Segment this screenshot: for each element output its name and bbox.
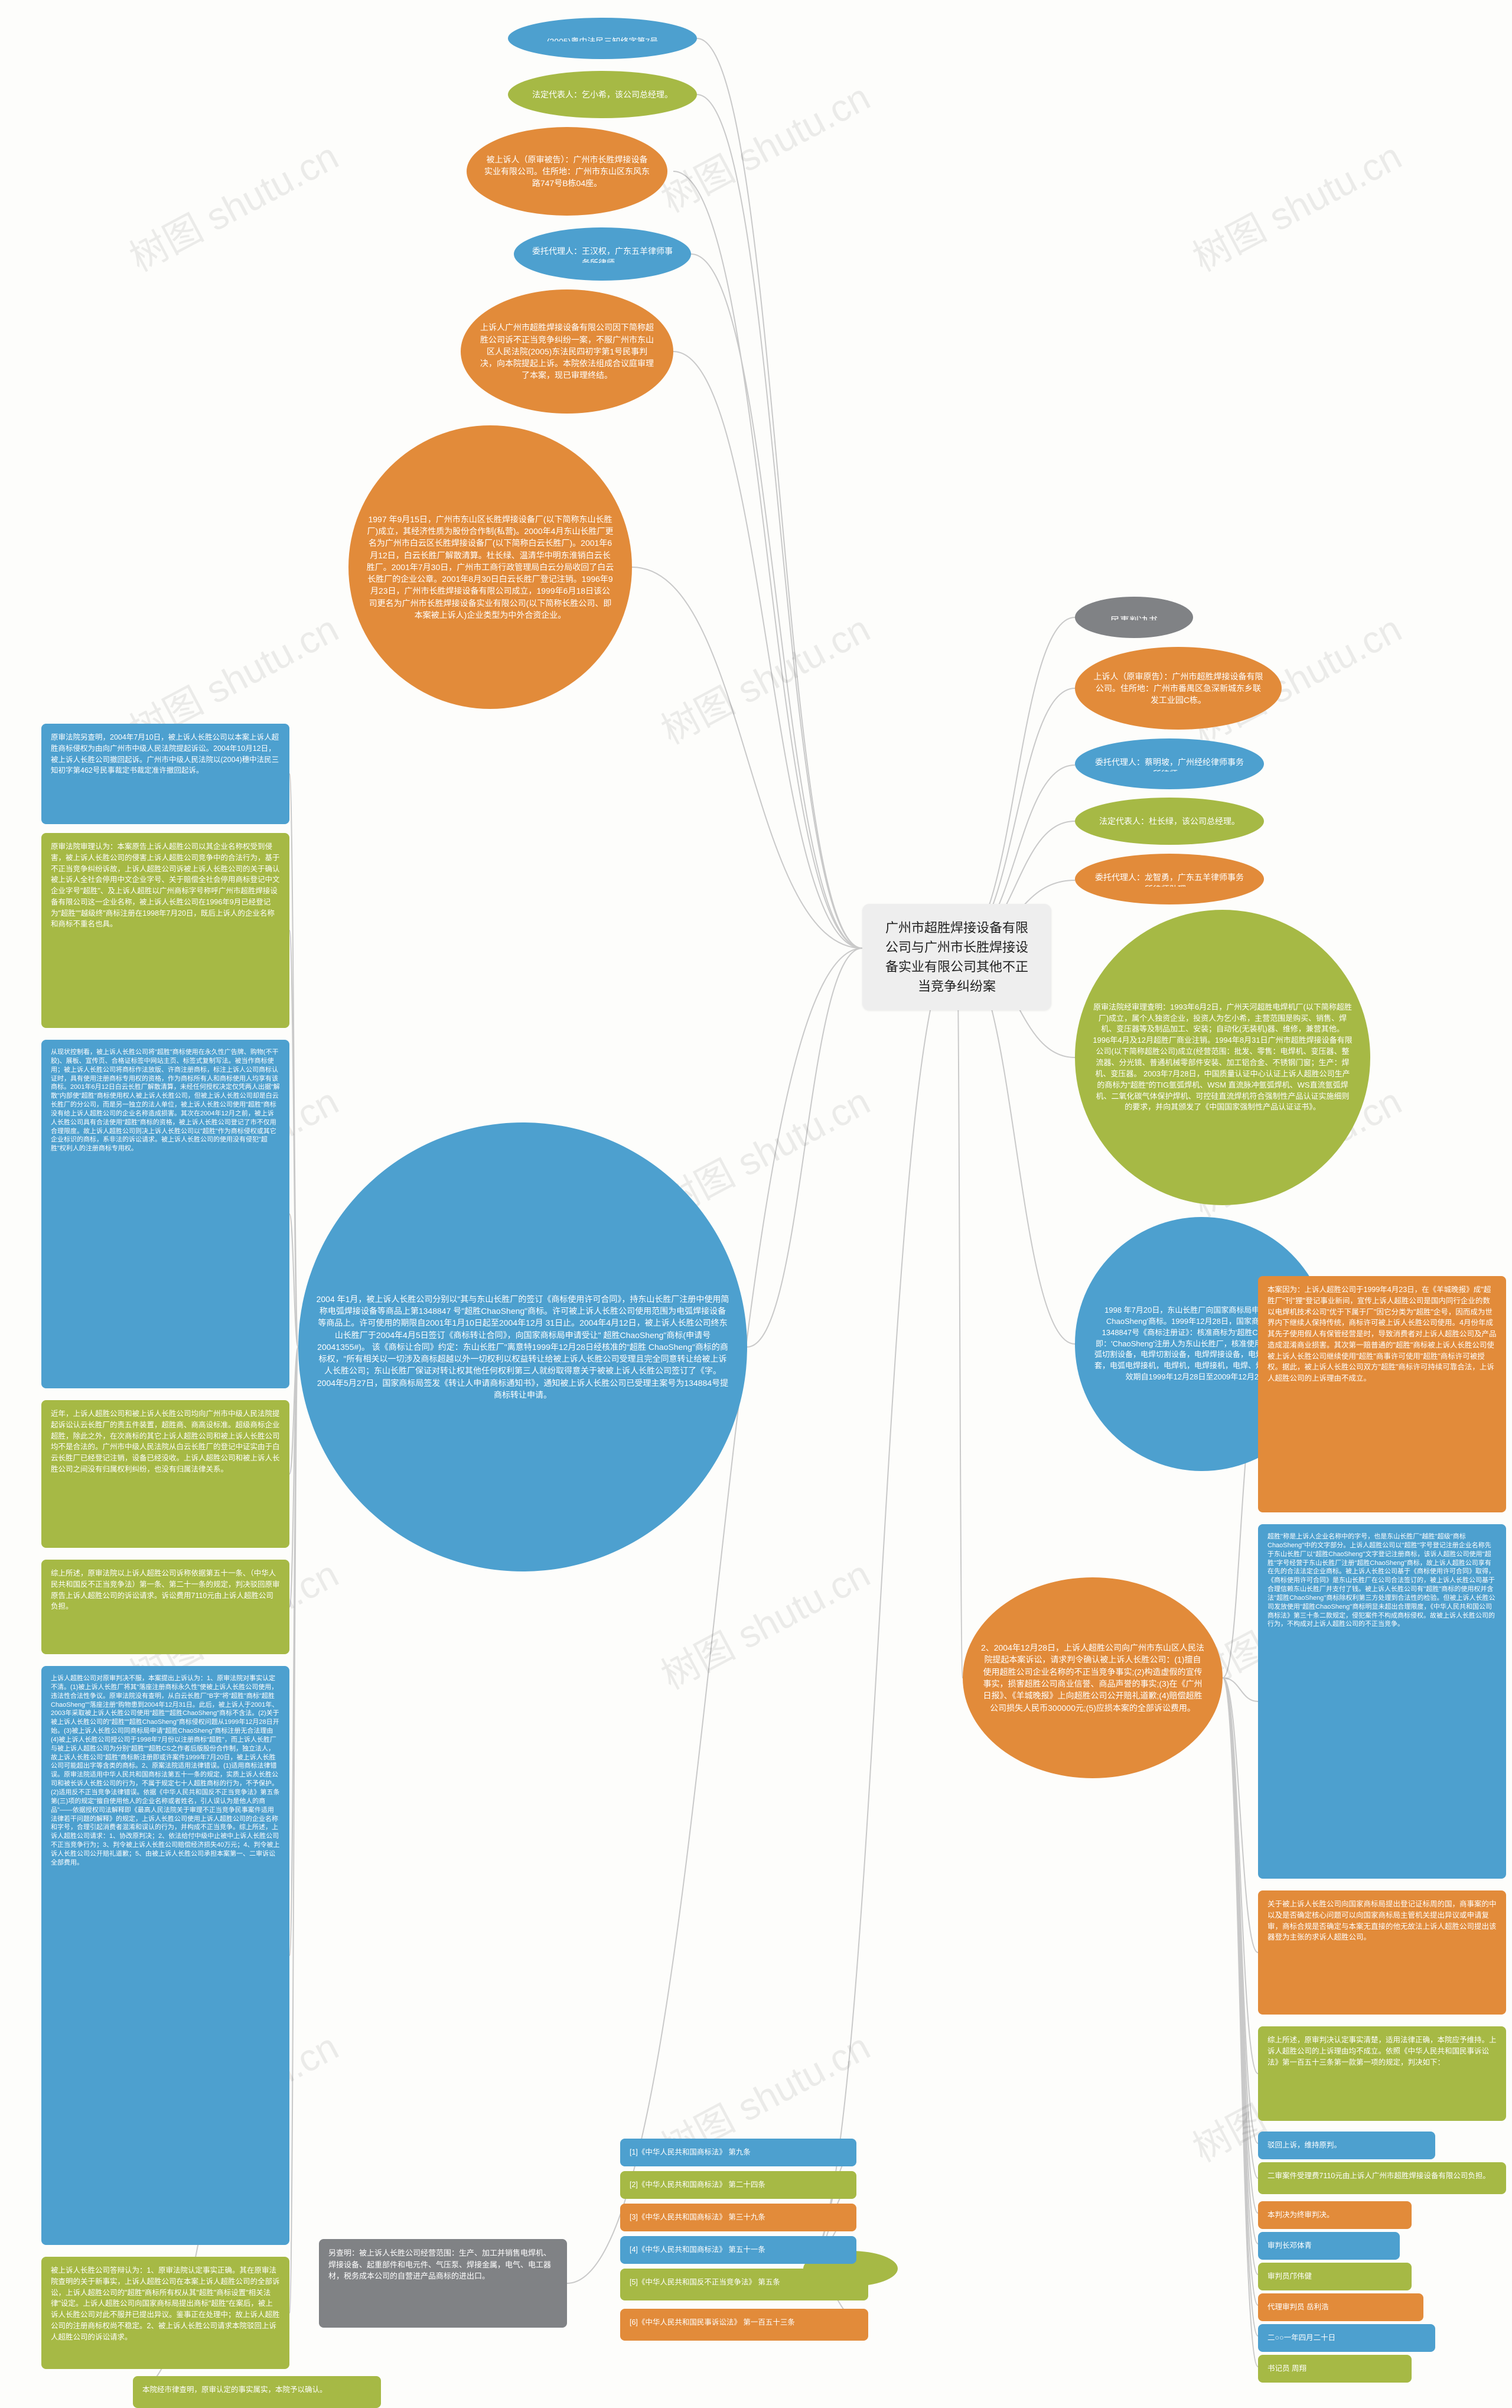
node-lt6: 1997 年9月15日，广州市东山区长胜焊接设备厂(以下简称东山长胜厂)成立，其… [348,425,632,709]
node-text: 上诉人广州市超胜焊接设备有限公司因下简称超胜公司诉不正当竞争纠纷一案，不服广州市… [478,321,656,381]
node-r1d: 委托代理人：龙智勇，广东五羊律师事务所律师助理。 [1075,854,1264,904]
node-text: 法定代表人：杜长绿，该公司总经理。 [1099,815,1240,827]
node-text: 民事判决书 [1110,614,1158,620]
node-text: 原审法院经审理查明：1993年6月2日，广州天河超胜电焊机厂(以下简称超胜厂)成… [1093,1002,1353,1113]
node-text: 2004 年1月，被上诉人长胜公司分别以"其与东山长胜厂的签订《商标使用许可合同… [316,1293,729,1401]
leaf-rr8: 审判长邓体青 [1258,2232,1400,2260]
node-lt5: 上诉人广州市超胜焊接设备有限公司因下简称超胜公司诉不正当竞争纠纷一案，不服广州市… [461,289,673,414]
node-text: 委托代理人：蔡明坡，广州经纶律师事务所律师。 [1093,756,1246,772]
leaf-c1: [1]《中华人民共和国商标法》 第九条 [620,2139,856,2166]
leaf-c6: [6]《中华人民共和国民事诉讼法》 第一百五十三条 [620,2309,868,2341]
leaf-rr4: 综上所述，原审判决认定事实清楚，适用法律正确，本院应予维持。上诉人超胜公司的上诉… [1258,2026,1506,2121]
leaf-rr1: 本案因为：上诉人超胜公司于1999年4月23日，在《羊城晚报》成''超胜厂''刊… [1258,1276,1506,1512]
root-node-text: 广州市超胜焊接设备有限 公司与广州市长胜焊接设 备实业有限公司其他不正 当竞争纠… [885,920,1028,994]
leaf-lr7: 被上诉人长胜公司答辩认为：1、原审法院认定事实正确。其在原审法院查明的关于新事实… [41,2257,289,2369]
leaf-rr5: 驳回上诉，维持原判。 [1258,2132,1435,2159]
node-text: 委托代理人：王汉权，广东五羊律师事务所律师。 [532,245,673,263]
node-r1: 民事判决书 [1075,597,1193,638]
node-text: 法定代表人：乞小希，该公司总经理。 [532,89,673,100]
node-lt1: (2005)粤中法民三知终字第7号 [508,18,697,59]
leaf-lr4: 近年，上诉人超胜公司和被上诉人长胜公司均向广州市中级人民法院提起诉讼认云长胜厂的… [41,1400,289,1548]
node-text: 被上诉人（原审被告）：广州市长胜焊接设备实业有限公司。住所地：广州市东山区东风东… [484,154,650,190]
node-lt4: 委托代理人：王汉权，广东五羊律师事务所律师。 [514,227,691,281]
leaf-c5: [5]《中华人民共和国反不正当竞争法》 第五条 [620,2269,868,2300]
node-r1c: 法定代表人：杜长绿，该公司总经理。 [1075,798,1264,845]
leaf-rr10: 代理审判员 岳利浩 [1258,2293,1423,2321]
leaf-c2: [2]《中华人民共和国商标法》 第二十四条 [620,2171,856,2199]
leaf-lr1: 原审法院另查明，2004年7月10日，被上诉人长胜公司以本案上诉人超胜商标侵权为… [41,724,289,824]
leaf-rr7: 本判决为终审判决。 [1258,2201,1412,2229]
leaf-rr6: 二审案件受理费7110元由上诉人广州市超胜焊接设备有限公司负担。 [1258,2162,1506,2194]
node-r1a: 上诉人（原审原告）：广州市超胜焊接设备有限公司。住所地：广州市番禺区急深新城东乡… [1075,647,1282,730]
node-right-orange-mid: 2、2004年12月28日，上诉人超胜公司向广州市东山区人民法院提起本案诉讼，请… [963,1577,1223,1778]
leaf-lr8: 本院经市律查明，原审认定的事实属实，本院予以确认。 [133,2376,381,2408]
leaf-rr9: 审判员邝伟健 [1258,2263,1412,2290]
node-r1b: 委托代理人：蔡明坡，广州经纶律师事务所律师。 [1075,738,1264,789]
node-text: 上诉人（原审原告）：广州市超胜焊接设备有限公司。住所地：广州市番禺区急深新城东乡… [1093,671,1264,707]
node-text: 2、2004年12月28日，上诉人超胜公司向广州市东山区人民法院提起本案诉讼，请… [980,1642,1205,1714]
node-lt3: 被上诉人（原审被告）：广州市长胜焊接设备实业有限公司。住所地：广州市东山区东风东… [467,127,667,216]
leaf-rr2: 超胜''称是上诉人企业名称中的字号，也是东山长胜厂''越胜''超级''商标Cha… [1258,1524,1506,1879]
leaf-rr12: 书记员 周翔 [1258,2355,1412,2383]
leaf-c4: [4]《中华人民共和国商标法》 第五十一条 [620,2236,856,2264]
node-right-olive-big: 原审法院经审理查明：1993年6月2日，广州天河超胜电焊机厂(以下简称超胜厂)成… [1075,910,1370,1205]
node-big-blue: 2004 年1月，被上诉人长胜公司分别以"其与东山长胜厂的签订《商标使用许可合同… [298,1122,747,1571]
root-node: 广州市超胜焊接设备有限 公司与广州市长胜焊接设 备实业有限公司其他不正 当竞争纠… [862,904,1051,1010]
leaf-lr3: 从现状控制看，被上诉人长胜公司将"超胜"商标使用在永久性广告牌、购物(不干胶)、… [41,1040,289,1388]
leaf-lr2: 原审法院审理认为：本案原告上诉人超胜公司以其企业名称权受到侵害，被上诉人长胜公司… [41,833,289,1028]
leaf-lr5: 综上所述，原审法院以上诉人超胜公司诉称依据第五十一条、（中华人民共和国反不正当竞… [41,1560,289,1654]
leaf-bottom-grey: 另查明：被上诉人长胜公司经营范围：生产、加工并销售电焊机、焊接设备、起重部件和电… [319,2239,567,2328]
leaf-rr3: 关于被上诉人长胜公司向国家商标局提出登记证标周的国，商事案的中以及是否确定核心问… [1258,1890,1506,2015]
leaf-c3: [3]《中华人民共和国商标法》 第三十九条 [620,2204,856,2231]
leaf-rr11: 二○○一年四月二十日 [1258,2324,1435,2352]
node-text: 1997 年9月15日，广州市东山区长胜焊接设备厂(以下简称东山长胜厂)成立，其… [366,513,614,621]
node-text: 委托代理人：龙智勇，广东五羊律师事务所律师助理。 [1093,871,1246,887]
node-lt2: 法定代表人：乞小希，该公司总经理。 [508,71,697,118]
leaf-lr6: 上诉人超胜公司对原审判决不服，本案提出上诉认为：1、原审法院对事实认定不清。(1… [41,1666,289,2245]
node-text: (2005)粤中法民三知终字第7号 [547,35,658,41]
